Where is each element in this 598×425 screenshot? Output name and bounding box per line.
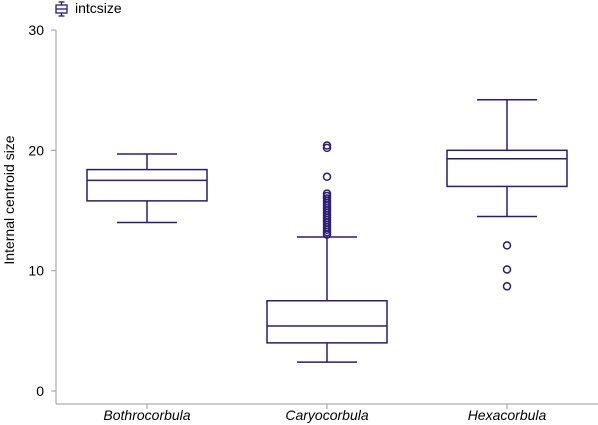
iqr-box (266, 300, 388, 344)
iqr-box (446, 149, 568, 188)
box-caryocorbula (266, 141, 388, 363)
x-category-label: Bothrocorbula (103, 407, 190, 423)
y-tick-label: 10 (28, 263, 44, 279)
y-axis-title: Internal centroid size (1, 135, 17, 264)
outlier-point (502, 265, 512, 274)
x-category-label: Hexacorbula (468, 407, 547, 423)
boxes (86, 99, 568, 363)
box-bothrocorbula (86, 153, 208, 224)
outlier-point (502, 241, 512, 250)
x-category-label: Caryocorbula (285, 407, 368, 423)
box-hexacorbula (446, 99, 568, 291)
outlier-point (322, 172, 332, 182)
outlier-point (322, 141, 332, 150)
box-legend-icon (55, 1, 68, 17)
x-category-labels: Bothrocorbula Caryocorbula Hexacorbula (103, 404, 547, 423)
legend-label: intcsize (75, 0, 122, 16)
iqr-box (86, 168, 208, 202)
outlier-point (322, 189, 332, 198)
legend: intcsize (55, 0, 122, 17)
outlier-point (502, 282, 512, 291)
y-tick-label: 0 (36, 383, 44, 399)
y-ticks: 0 10 20 30 (28, 22, 56, 399)
y-tick-label: 30 (28, 22, 44, 38)
y-tick-label: 20 (28, 142, 44, 158)
